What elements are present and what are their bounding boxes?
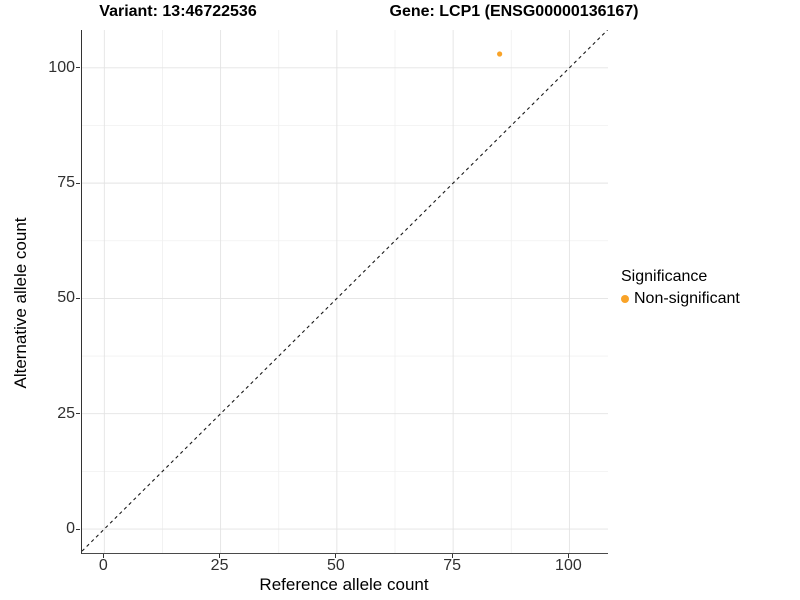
x-axis-tick — [335, 554, 337, 558]
legend-items: Non-significant — [621, 290, 740, 308]
x-tick-label: 100 — [555, 557, 582, 574]
x-axis-tick — [219, 554, 221, 558]
x-axis-tick — [102, 554, 104, 558]
y-tick-label: 100 — [48, 58, 75, 76]
y-axis-tick — [76, 182, 80, 184]
y-axis-tick — [76, 67, 80, 69]
y-axis-tick — [76, 528, 80, 530]
legend: Significance Non-significant — [621, 268, 740, 308]
y-tick-label: 75 — [57, 174, 75, 192]
plot-title-variant: Variant: 13:46722536 — [99, 3, 257, 20]
legend-point-circle-icon — [621, 295, 629, 303]
x-tick-label: 50 — [326, 557, 345, 574]
legend-item-label: Non-significant — [634, 290, 740, 307]
legend-title: Significance — [621, 268, 708, 285]
y-axis-tick — [76, 413, 80, 415]
identity-reference-line — [82, 30, 608, 552]
x-axis-title: Reference allele count — [259, 575, 429, 594]
y-tick-label: 50 — [57, 289, 75, 307]
legend-item: Non-significant — [621, 290, 740, 308]
x-tick-label: 75 — [443, 557, 462, 574]
y-tick-label: 25 — [57, 404, 75, 422]
x-axis-tick — [567, 554, 569, 558]
data-point — [497, 51, 503, 57]
y-tick-label: 0 — [66, 520, 75, 538]
plot-area-canvas — [82, 30, 608, 553]
x-tick-label: 0 — [98, 557, 108, 574]
x-tick-label: 25 — [210, 557, 229, 574]
plot-title-gene: Gene: LCP1 (ENSG00000136167) — [389, 3, 639, 20]
y-axis-tick — [76, 297, 80, 299]
x-axis-tick — [451, 554, 453, 558]
plot-panel — [81, 30, 608, 554]
